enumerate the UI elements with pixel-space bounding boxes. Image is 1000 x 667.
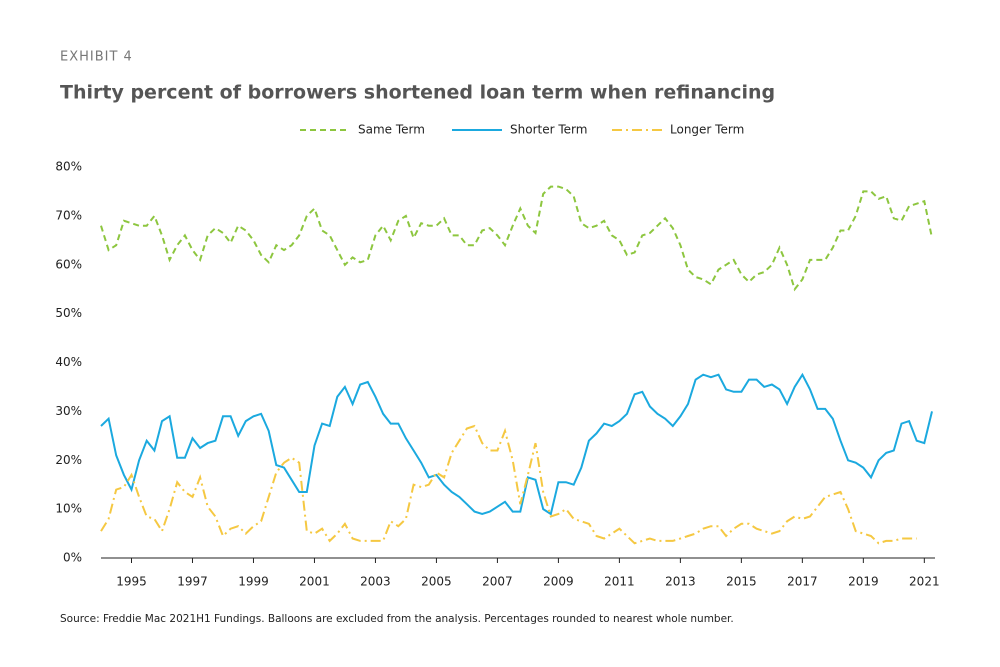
series-line xyxy=(100,372,933,516)
x-tick-label: 2017 xyxy=(787,575,818,589)
x-tick-label: 2015 xyxy=(726,575,757,589)
legend-label: Longer Term xyxy=(670,123,744,137)
y-tick-label: 10% xyxy=(55,502,82,516)
x-tick-label: 1997 xyxy=(177,575,208,589)
x-tick-label: 2011 xyxy=(604,575,635,589)
y-tick-label: 20% xyxy=(55,453,82,467)
series-line xyxy=(100,424,917,545)
y-tick-label: 60% xyxy=(55,257,82,271)
y-tick-label: 40% xyxy=(55,355,82,369)
source-note: Source: Freddie Mac 2021H1 Fundings. Bal… xyxy=(60,613,734,625)
y-tick-label: 80% xyxy=(55,160,82,174)
x-tick-label: 1999 xyxy=(238,575,269,589)
x-tick-label: 2007 xyxy=(482,575,513,589)
series-line xyxy=(100,185,933,292)
x-tick-label: 2009 xyxy=(543,575,574,589)
x-tick-label: 2021 xyxy=(909,575,940,589)
legend-label: Shorter Term xyxy=(510,123,587,137)
y-tick-label: 70% xyxy=(55,208,82,222)
y-tick-label: 30% xyxy=(55,404,82,418)
x-tick-label: 1995 xyxy=(116,575,147,589)
chart-title: Thirty percent of borrowers shortened lo… xyxy=(60,82,775,104)
x-tick-label: 2013 xyxy=(665,575,696,589)
y-tick-label: 0% xyxy=(63,551,82,565)
x-tick-label: 2001 xyxy=(299,575,330,589)
x-tick-label: 2005 xyxy=(421,575,452,589)
x-tick-label: 2019 xyxy=(848,575,879,589)
exhibit-label: EXHIBIT 4 xyxy=(60,50,133,65)
x-tick-label: 2003 xyxy=(360,575,391,589)
legend-label: Same Term xyxy=(358,123,425,137)
y-tick-label: 50% xyxy=(55,306,82,320)
